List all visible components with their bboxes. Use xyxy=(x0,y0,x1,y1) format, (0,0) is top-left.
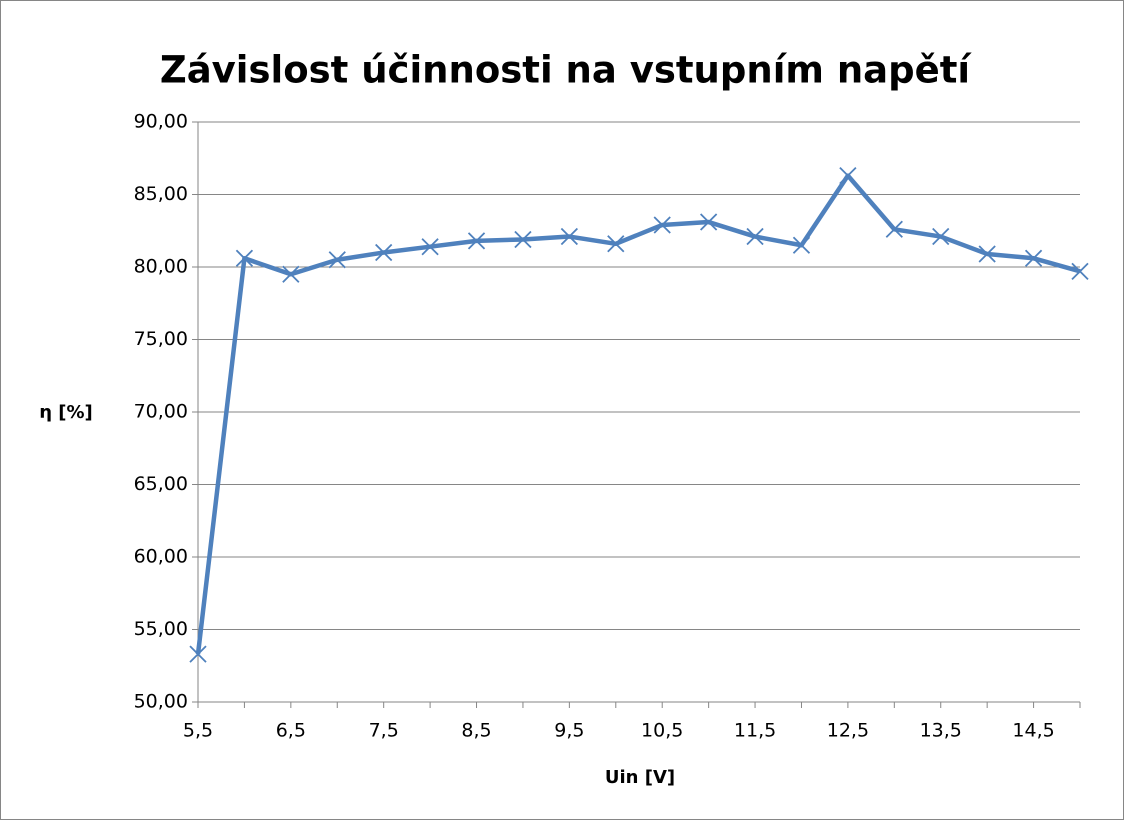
marker xyxy=(699,213,718,231)
marker xyxy=(792,236,811,254)
x-tick-label: 13,5 xyxy=(920,720,962,742)
line xyxy=(195,173,1081,655)
y-tick-label: 50,00 xyxy=(134,691,188,713)
x-axis-label: Uin [V] xyxy=(605,767,675,788)
y-tick-label: 60,00 xyxy=(134,546,188,568)
marker xyxy=(885,220,903,238)
y-axis-label: η [%] xyxy=(39,402,93,423)
x-tick-label: 14,5 xyxy=(1012,720,1054,742)
x-tick-label: 11,5 xyxy=(734,720,776,742)
chart-title: Závislost účinnosti na vstupním napětí xyxy=(160,49,973,92)
marker xyxy=(1024,249,1043,267)
x-tick-label: 7,5 xyxy=(369,720,399,742)
x-tick-label: 5,5 xyxy=(183,720,213,742)
x-tick-label: 6,5 xyxy=(276,720,306,742)
marker xyxy=(235,249,254,267)
marker xyxy=(560,227,579,246)
marker xyxy=(839,167,857,185)
marker xyxy=(746,227,764,246)
marker xyxy=(282,265,300,283)
marker xyxy=(607,235,625,253)
y-tick-label: 85,00 xyxy=(134,183,188,205)
y-tick-label: 70,00 xyxy=(134,401,188,423)
y-tick-label: 55,00 xyxy=(134,618,188,640)
y-tick-label: 75,00 xyxy=(134,328,188,350)
marker xyxy=(932,227,950,246)
x-tick-label: 10,5 xyxy=(641,720,683,742)
marker xyxy=(375,243,393,262)
marker xyxy=(653,216,671,234)
x-tick-label: 8,5 xyxy=(461,720,491,742)
marker xyxy=(189,645,207,663)
marker xyxy=(467,232,486,250)
marker xyxy=(514,230,532,249)
marker xyxy=(1071,262,1089,280)
x-tick-label: 9,5 xyxy=(554,720,584,742)
y-tick-label: 80,00 xyxy=(134,256,188,278)
marker xyxy=(421,238,439,256)
y-tick-label: 65,00 xyxy=(134,473,188,495)
marker xyxy=(328,251,346,269)
x-tick-label: 12,5 xyxy=(827,720,869,742)
marker xyxy=(978,245,996,263)
y-tick-label: 90,00 xyxy=(134,111,188,133)
